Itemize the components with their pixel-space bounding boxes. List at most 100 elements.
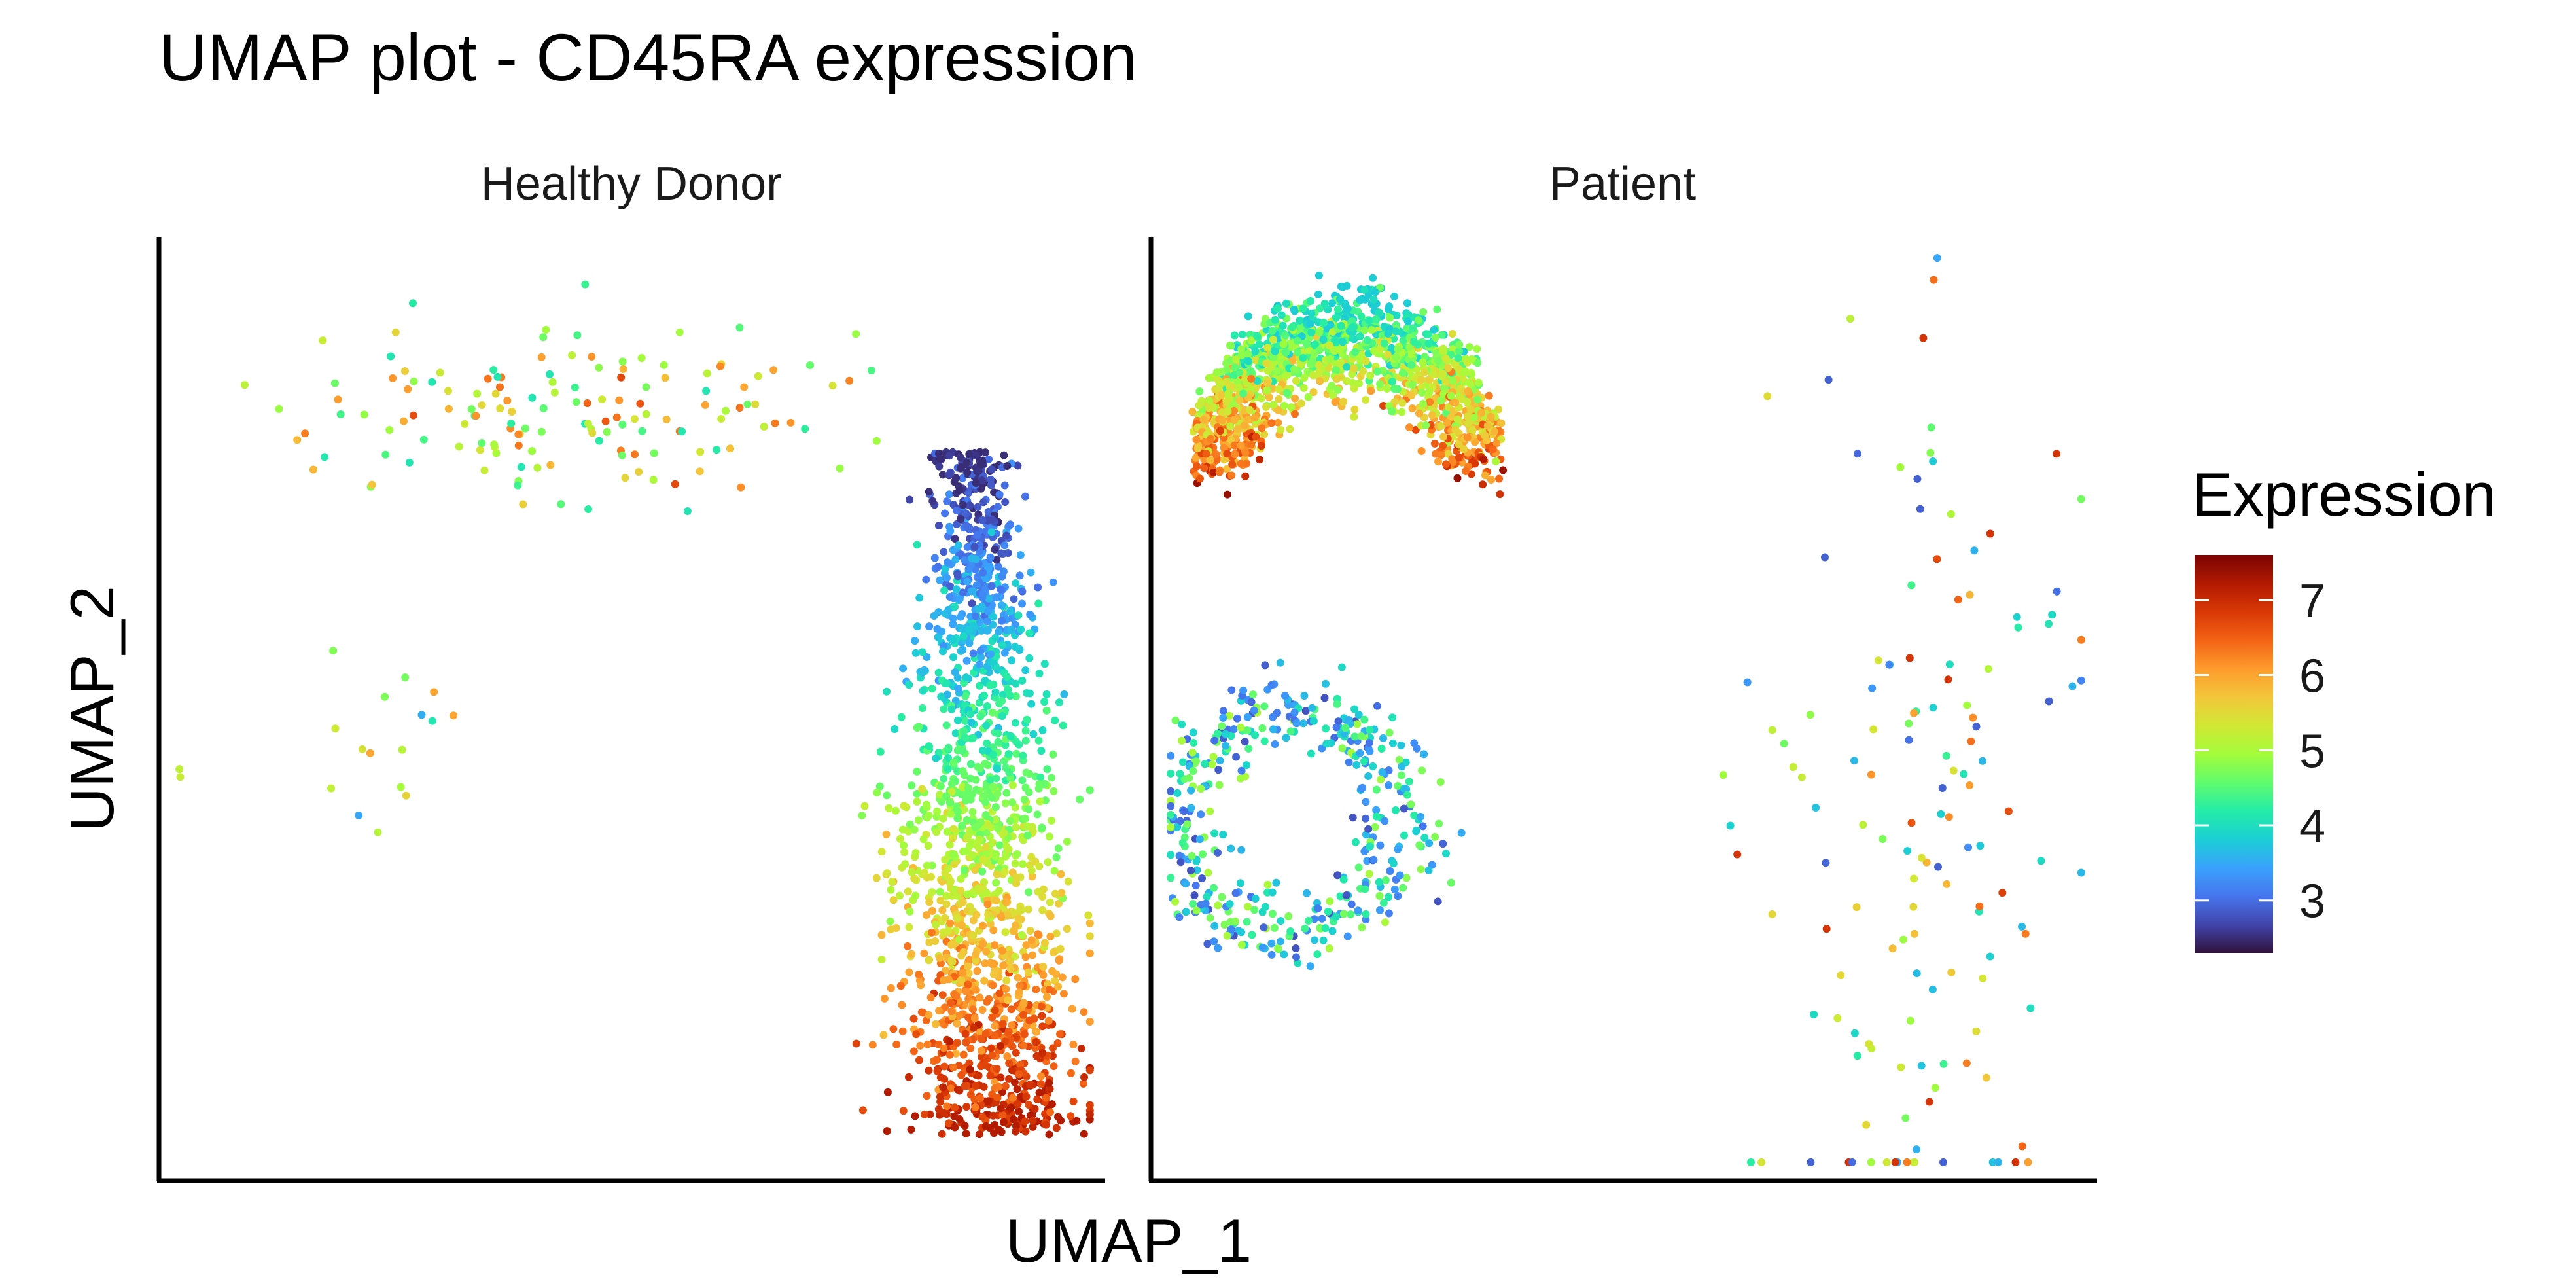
data-point — [1473, 395, 1481, 404]
data-point — [1226, 918, 1235, 926]
data-point — [1390, 385, 1398, 393]
data-point — [2037, 857, 2045, 865]
data-point — [1167, 823, 1175, 832]
data-point — [1457, 829, 1466, 837]
data-point — [410, 377, 418, 385]
data-point — [1035, 1088, 1044, 1097]
data-point — [940, 1062, 949, 1071]
data-point — [988, 515, 997, 524]
data-point — [974, 1071, 983, 1080]
data-point — [989, 708, 997, 717]
data-point — [1167, 769, 1175, 778]
data-point — [978, 476, 986, 485]
data-point — [959, 948, 968, 956]
data-point — [908, 781, 916, 790]
data-point — [981, 448, 990, 457]
data-point — [976, 546, 984, 555]
data-point — [1907, 819, 1916, 827]
data-point — [937, 692, 945, 701]
data-point — [1403, 791, 1411, 799]
data-point — [1282, 348, 1290, 357]
data-point — [909, 1014, 918, 1023]
data-point — [1362, 798, 1370, 806]
data-point — [1357, 732, 1366, 740]
data-point — [1025, 629, 1034, 637]
data-point — [1931, 1084, 1939, 1092]
data-point — [1927, 423, 1935, 432]
data-point — [928, 685, 936, 693]
data-point — [982, 947, 991, 956]
data-point — [1806, 711, 1814, 719]
data-point — [2053, 587, 2061, 596]
data-point — [1319, 936, 1328, 944]
data-point — [636, 399, 644, 408]
data-point — [913, 767, 921, 776]
data-point — [1080, 1130, 1088, 1138]
data-point — [1023, 715, 1031, 724]
data-point — [1307, 749, 1315, 758]
data-point — [1025, 654, 1034, 662]
data-point — [1034, 736, 1043, 745]
data-point — [1394, 345, 1402, 353]
data-point — [943, 690, 951, 699]
data-point — [911, 1112, 919, 1120]
data-point — [1069, 1097, 1078, 1105]
data-point — [635, 468, 643, 476]
data-point — [1381, 876, 1390, 884]
data-point — [1947, 968, 1956, 976]
data-point — [962, 790, 970, 798]
data-point — [990, 959, 998, 968]
data-point — [989, 981, 997, 990]
data-point — [1907, 581, 1916, 590]
data-point — [1979, 974, 1987, 982]
data-point — [991, 688, 1000, 696]
data-point — [1207, 435, 1215, 443]
x-axis-label: UMAP_1 — [1006, 1206, 1252, 1275]
data-point — [985, 668, 993, 677]
data-point — [1002, 531, 1011, 540]
data-point — [1001, 1082, 1010, 1090]
data-point — [1277, 917, 1285, 925]
data-point — [1015, 1070, 1023, 1079]
data-point — [631, 450, 639, 459]
data-point — [997, 912, 1006, 921]
data-point — [991, 1022, 999, 1030]
data-point — [1042, 1120, 1050, 1129]
data-point — [1223, 931, 1231, 940]
data-point — [1260, 702, 1269, 711]
data-point — [989, 751, 997, 759]
data-point — [1004, 845, 1013, 853]
data-point — [1379, 899, 1388, 907]
data-point — [637, 354, 646, 362]
data-point — [489, 366, 498, 374]
data-point — [1064, 877, 1072, 885]
data-point — [1910, 929, 1918, 938]
data-point — [993, 556, 1001, 564]
data-point — [1001, 799, 1010, 808]
data-point — [964, 969, 973, 978]
data-point — [1189, 728, 1197, 737]
data-point — [1235, 368, 1243, 377]
data-point — [1020, 1030, 1029, 1039]
data-point — [986, 1071, 995, 1080]
data-point — [1415, 409, 1423, 418]
data-point — [1984, 665, 1992, 673]
data-point — [896, 891, 904, 900]
data-point — [941, 564, 949, 573]
data-point — [1009, 908, 1017, 917]
data-point — [979, 921, 987, 930]
data-point — [1085, 1066, 1094, 1075]
data-point — [1006, 732, 1015, 740]
data-point — [612, 413, 621, 421]
data-point — [389, 374, 397, 382]
data-point — [1189, 767, 1197, 775]
data-point — [275, 404, 283, 413]
data-point — [1042, 690, 1051, 698]
data-point — [1372, 785, 1381, 794]
data-point — [1447, 878, 1455, 887]
data-point — [944, 873, 953, 882]
data-point — [1077, 1045, 1085, 1053]
data-point — [975, 1130, 983, 1139]
data-point — [1243, 918, 1251, 926]
data-point — [947, 1084, 955, 1093]
